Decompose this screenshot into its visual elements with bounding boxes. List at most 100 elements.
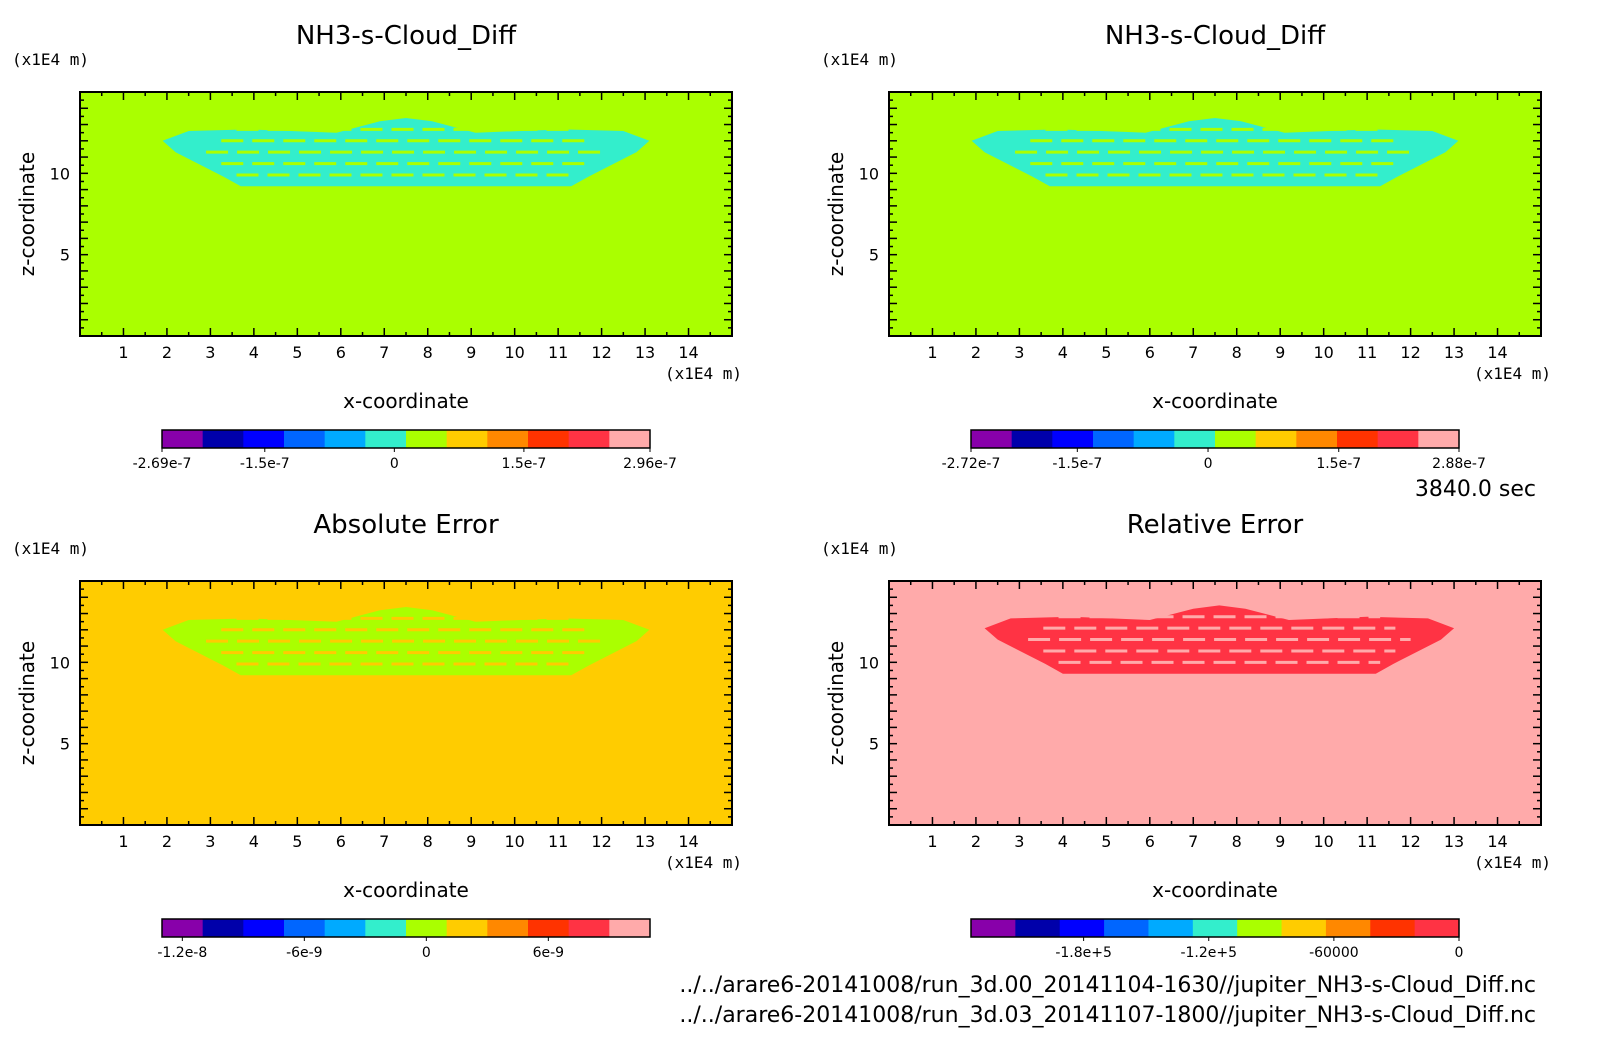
colorbar-swatch <box>971 430 1013 448</box>
x-tick-label: 8 <box>1232 832 1242 851</box>
colorbar-swatch <box>1104 919 1149 937</box>
x-tick-label: 13 <box>635 832 655 851</box>
x-tick-label: 9 <box>1275 343 1285 362</box>
colorbar-frame <box>161 918 651 938</box>
y-tick-label: 5 <box>869 246 879 265</box>
colorbar-swatch <box>1414 919 1460 937</box>
colorbar-label: 2.88e-7 <box>1432 456 1486 472</box>
colorbar-label: -1.8e+5 <box>1055 945 1112 961</box>
colorbar-swatch <box>406 919 448 937</box>
colorbar-swatch <box>609 919 651 937</box>
colorbar-swatch <box>1052 430 1094 448</box>
x-tick-label: 14 <box>678 832 698 851</box>
x-tick-label: 9 <box>466 343 476 362</box>
colorbar-label: -2.69e-7 <box>133 456 192 472</box>
x-tick-label: 11 <box>1357 343 1377 362</box>
colorbar-label: -2.72e-7 <box>942 456 1001 472</box>
colorbar-swatch <box>365 430 407 448</box>
colorbar-swatch <box>1059 919 1105 937</box>
colorbar-label: 1.5e-7 <box>501 456 546 472</box>
colorbar-swatch <box>162 430 204 448</box>
chart-title: Relative Error <box>1127 510 1304 540</box>
x-tick-label: 5 <box>1101 832 1111 851</box>
colorbar-swatch <box>609 430 651 448</box>
colorbar-swatch <box>324 919 366 937</box>
x-tick-label: 9 <box>466 832 476 851</box>
x-tick-label: 14 <box>1487 343 1507 362</box>
y-tick-label: 5 <box>869 735 879 754</box>
colorbar-label: -1.2e+5 <box>1180 945 1237 961</box>
y-axis-unit: (x1E4 m) <box>821 539 898 558</box>
colorbar-frame <box>970 918 1460 938</box>
x-tick-label: 2 <box>162 343 172 362</box>
colorbar-swatch <box>1418 430 1460 448</box>
colorbar-label: -1.2e-8 <box>157 945 207 961</box>
footer-source-file-2: ../../arare6-20141008/run_3d.03_20141107… <box>679 1003 1536 1028</box>
y-tick-label: 5 <box>60 735 70 754</box>
x-tick-label: 13 <box>1444 832 1464 851</box>
x-axis-label: x-coordinate <box>343 389 469 413</box>
x-tick-label: 2 <box>162 832 172 851</box>
x-tick-label: 3 <box>205 832 215 851</box>
chart-title: Absolute Error <box>313 510 499 540</box>
footer-source-file-1: ../../arare6-20141008/run_3d.00_20141104… <box>679 973 1536 998</box>
colorbar-swatch <box>1148 919 1194 937</box>
colorbar-swatch <box>487 430 529 448</box>
x-tick-label: 13 <box>1444 343 1464 362</box>
y-axis-label: z-coordinate <box>15 152 39 276</box>
x-tick-label: 6 <box>336 343 346 362</box>
colorbar-label: -60000 <box>1309 945 1359 961</box>
chart-panel-2: NH3-s-Cloud_Diff(x1E4 m)1 2 3 4 5 6 7 8 9 10 11 12 1… <box>821 21 1551 472</box>
x-tick-label: 10 <box>1313 343 1333 362</box>
colorbar-swatch <box>1281 919 1327 937</box>
y-axis-label: z-coordinate <box>824 152 848 276</box>
x-tick-label: 5 <box>292 343 302 362</box>
x-tick-label: 8 <box>1232 343 1242 362</box>
x-axis-unit: (x1E4 m) <box>665 853 742 872</box>
x-tick-label: 3 <box>205 343 215 362</box>
colorbar-swatch <box>1133 430 1175 448</box>
y-axis-label: z-coordinate <box>824 641 848 765</box>
chart-panel-3: Absolute Error(x1E4 m)1 2 3 4 5 6 7 8 9 10 11 12 13 1… <box>12 510 742 961</box>
colorbar-swatch <box>202 430 244 448</box>
colorbar-swatch <box>1337 430 1379 448</box>
x-tick-label: 8 <box>423 832 433 851</box>
y-tick-label: 5 <box>60 246 70 265</box>
y-axis-unit: (x1E4 m) <box>821 50 898 69</box>
colorbar-label: 0 <box>1204 456 1213 472</box>
x-tick-label: 5 <box>292 832 302 851</box>
colorbar-label: 0 <box>1455 945 1464 961</box>
x-axis-unit: (x1E4 m) <box>665 364 742 383</box>
x-tick-label: 3 <box>1014 832 1024 851</box>
x-tick-label: 11 <box>548 832 568 851</box>
colorbar-swatch <box>1093 430 1135 448</box>
y-tick-label: 10 <box>50 164 70 183</box>
colorbar: -1.8e+5 -1.2e+5 -60000 0 <box>970 918 1464 961</box>
x-axis-label: x-coordinate <box>343 878 469 902</box>
colorbar-swatch <box>243 919 285 937</box>
colorbar-swatch <box>1237 919 1283 937</box>
y-tick-label: 10 <box>859 653 879 672</box>
x-axis-unit: (x1E4 m) <box>1474 853 1551 872</box>
x-tick-label: 4 <box>1058 343 1068 362</box>
colorbar-swatch <box>1174 430 1216 448</box>
colorbar-swatch <box>324 430 366 448</box>
x-tick-label: 3 <box>1014 343 1024 362</box>
colorbar-swatch <box>284 430 326 448</box>
y-axis-label: z-coordinate <box>15 641 39 765</box>
chart-panel-4: Relative Error(x1E4 m)1 2 3 4 5 6 7 8 9 10 11 12 13 1… <box>821 510 1551 961</box>
x-tick-label: 12 <box>591 343 611 362</box>
x-tick-label: 14 <box>678 343 698 362</box>
colorbar-label: 0 <box>390 456 399 472</box>
x-tick-label: 8 <box>423 343 433 362</box>
panels: NH3-s-Cloud_Diff(x1E4 m)1 2 3 4 5 6 7 8 9 10 11 12 1… <box>12 21 1551 961</box>
colorbar-swatch <box>446 430 488 448</box>
x-tick-label: 11 <box>1357 832 1377 851</box>
x-tick-label: 10 <box>1313 832 1333 851</box>
time-label: 3840.0 sec <box>1415 477 1536 502</box>
x-tick-label: 6 <box>336 832 346 851</box>
colorbar-frame <box>161 429 651 449</box>
x-tick-label: 12 <box>591 832 611 851</box>
colorbar-swatch <box>365 919 407 937</box>
x-tick-label: 2 <box>971 343 981 362</box>
